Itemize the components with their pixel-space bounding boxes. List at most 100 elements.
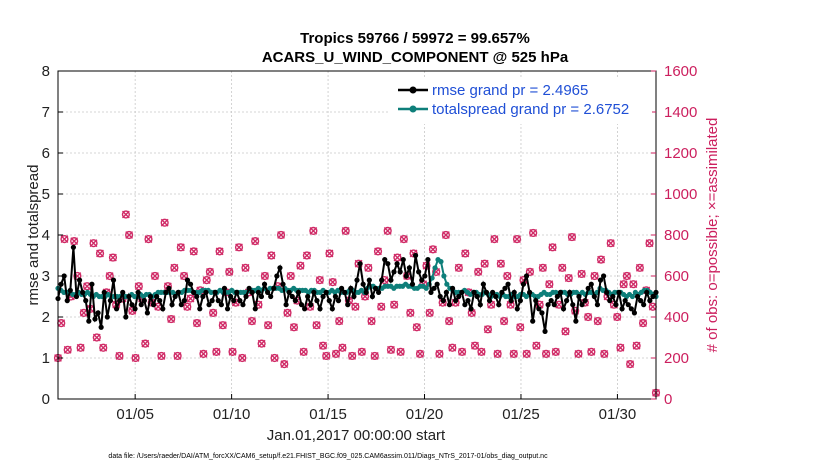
possible-obs-point — [302, 251, 311, 260]
rmse-point — [496, 302, 502, 308]
rmse-point — [175, 289, 181, 295]
possible-obs-point — [183, 302, 192, 311]
assimilated-obs-point — [387, 345, 395, 354]
rmse-point — [187, 281, 194, 287]
assimilated-obs-point — [248, 317, 256, 325]
assimilated-obs-point — [597, 255, 605, 264]
assimilated-obs-point — [445, 317, 454, 325]
possible-obs-point — [141, 339, 150, 348]
assimilated-obs-point — [286, 272, 295, 280]
possible-obs-point — [445, 317, 454, 326]
possible-obs-point — [157, 351, 166, 361]
assimilated-obs-point — [551, 347, 560, 356]
rmse-point — [317, 306, 323, 312]
possible-obs-point — [529, 228, 538, 238]
rmse-point — [61, 273, 67, 279]
assimilated-obs-point — [351, 302, 360, 311]
rmse-point — [95, 310, 101, 316]
rmse-point — [372, 285, 379, 291]
rmse-point — [613, 302, 619, 308]
rmse-point — [200, 293, 206, 300]
rmse-point — [474, 293, 480, 300]
assimilated-obs-point — [176, 243, 185, 252]
rmse-point — [123, 314, 129, 320]
assimilated-obs-point — [76, 343, 85, 352]
possible-obs-point — [325, 249, 334, 258]
rmse-point — [265, 289, 271, 295]
assimilated-obs-point — [290, 323, 298, 332]
rmse-point — [493, 293, 499, 300]
rmse-point — [637, 298, 644, 304]
rmse-point — [560, 306, 567, 312]
rmse-point — [520, 281, 527, 287]
assimilated-obs-point — [215, 247, 224, 256]
possible-obs-point — [383, 226, 392, 236]
rmse-point — [443, 289, 449, 295]
possible-obs-point — [584, 312, 593, 322]
assimilated-obs-point — [454, 263, 463, 272]
assimilated-obs-point — [299, 347, 308, 356]
rmse-point — [502, 285, 508, 291]
possible-obs-point — [234, 243, 244, 252]
possible-obs-point — [299, 347, 308, 356]
possible-obs-point — [399, 235, 408, 244]
assimilated-obs-point — [251, 237, 260, 246]
possible-obs-point — [390, 300, 399, 309]
rmse-point — [92, 316, 98, 322]
assimilated-obs-point — [193, 319, 201, 328]
assimilated-obs-point — [70, 237, 79, 246]
x-tick-label: 01/20 — [406, 406, 444, 423]
rmse-point — [422, 273, 428, 279]
assimilated-obs-point — [645, 239, 654, 248]
assimilated-obs-point — [341, 227, 350, 235]
rmse-point — [67, 287, 73, 293]
rmse-point — [486, 298, 493, 304]
assimilated-obs-point — [370, 352, 379, 360]
assimilated-obs-point — [115, 352, 124, 360]
rmse-point — [564, 298, 570, 304]
rmse-point — [194, 293, 200, 300]
assimilated-obs-point — [60, 235, 69, 243]
rmse-point — [271, 285, 277, 291]
rmse-point — [323, 289, 329, 295]
assimilated-obs-point — [406, 309, 415, 317]
assimilated-obs-point — [429, 245, 437, 254]
possible-obs-point — [276, 230, 286, 240]
y-axis-left-label: rmse and totalspread — [25, 165, 42, 306]
rmse-point — [551, 302, 557, 308]
rmse-point — [585, 285, 591, 291]
rmse-line — [57, 247, 657, 332]
rmse-point — [388, 277, 394, 283]
rmse-point — [480, 281, 486, 287]
y-left-tick-label: 1 — [42, 350, 50, 367]
possible-obs-point — [105, 271, 114, 281]
possible-obs-point — [121, 210, 130, 219]
possible-obs-point — [63, 345, 72, 354]
rmse-point — [490, 289, 496, 295]
possible-obs-point — [131, 353, 140, 363]
possible-obs-point — [335, 317, 344, 326]
y-right-tick-label: 1400 — [664, 104, 697, 121]
legend-rmse-marker — [409, 86, 417, 94]
rmse-point — [58, 281, 64, 287]
assimilated-obs-point — [238, 354, 247, 362]
rmse-point — [644, 289, 650, 295]
assimilated-obs-point — [228, 347, 237, 356]
possible-obs-point — [548, 243, 557, 252]
assimilated-obs-point — [448, 343, 457, 352]
assimilated-obs-point — [332, 350, 340, 358]
possible-obs-point — [516, 323, 525, 332]
assimilated-obs-point — [590, 272, 599, 280]
rmse-point — [573, 318, 579, 324]
assimilated-obs-point — [383, 227, 392, 235]
rmse-point — [104, 314, 110, 320]
assimilated-obs-point — [89, 239, 98, 248]
rmse-point — [416, 269, 422, 275]
rmse-point — [499, 289, 505, 295]
possible-obs-point — [115, 351, 124, 361]
assimilated-obs-point — [283, 309, 292, 317]
rmse-point — [249, 289, 255, 295]
assimilated-obs-point — [99, 343, 108, 352]
rmse-point — [206, 302, 212, 308]
assimilated-obs-point — [309, 227, 318, 235]
